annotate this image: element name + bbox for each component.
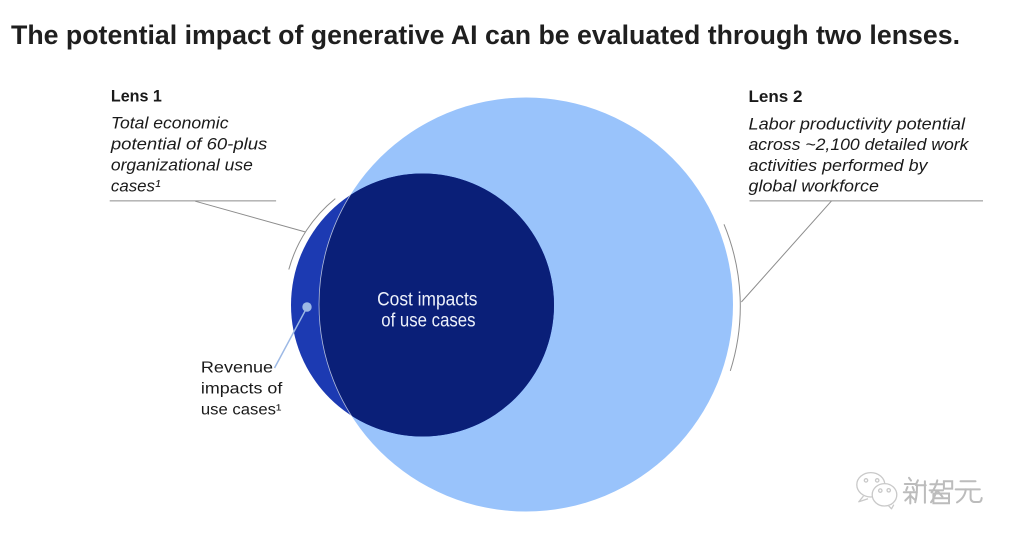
- svg-text:global workforce: global workforce: [749, 177, 879, 196]
- svg-text:The potential impact of genera: The potential impact of generative AI ca…: [11, 20, 960, 50]
- svg-text:Labor productivity potential: Labor productivity potential: [749, 114, 967, 133]
- svg-text:across ~2,100 detailed work: across ~2,100 detailed work: [749, 135, 971, 154]
- svg-text:activities performed by: activities performed by: [749, 156, 930, 175]
- svg-text:Lens 1: Lens 1: [111, 86, 162, 105]
- svg-text:potential of 60-plus: potential of 60-plus: [110, 135, 268, 154]
- svg-text:use cases¹: use cases¹: [201, 401, 282, 418]
- svg-text:cases¹: cases¹: [111, 176, 161, 195]
- svg-text:Lens 2: Lens 2: [749, 87, 803, 106]
- svg-text:organizational use: organizational use: [111, 156, 253, 175]
- svg-text:Revenue: Revenue: [201, 360, 273, 377]
- svg-text:of use cases: of use cases: [381, 310, 475, 331]
- svg-text:impacts of: impacts of: [201, 381, 283, 398]
- svg-text:Total economic: Total economic: [111, 114, 229, 133]
- svg-text:Cost impacts: Cost impacts: [377, 290, 477, 311]
